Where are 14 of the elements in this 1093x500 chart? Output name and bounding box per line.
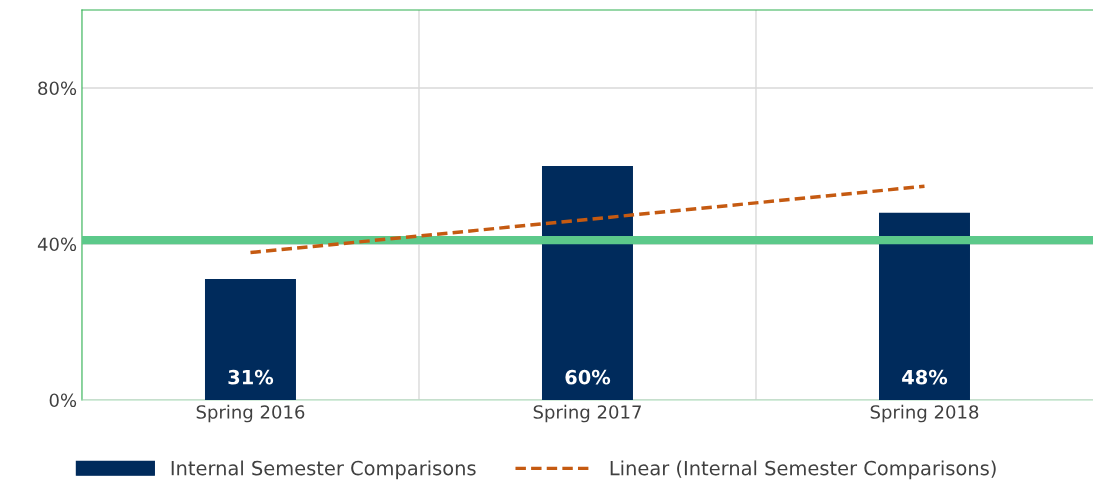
bar: [204, 279, 296, 400]
y-tick-label: 0%: [49, 393, 77, 408]
x-tick-label: Spring 2018: [870, 404, 979, 423]
data-label: 48%: [902, 369, 948, 385]
bar: [879, 212, 970, 400]
x-tick-label: Spring 2017: [533, 404, 641, 423]
y-tick-label: 40%: [37, 237, 77, 252]
legend-label: Internal Semester Comparisons: [171, 460, 476, 480]
data-label: 31%: [228, 369, 274, 385]
y-tick-label: 80%: [38, 81, 77, 96]
legend-label: Linear (Internal Semester Comparisons): [610, 460, 996, 480]
x-tick-label: Spring 2016: [196, 404, 305, 423]
data-label: 60%: [565, 369, 611, 385]
bar: [541, 166, 633, 400]
